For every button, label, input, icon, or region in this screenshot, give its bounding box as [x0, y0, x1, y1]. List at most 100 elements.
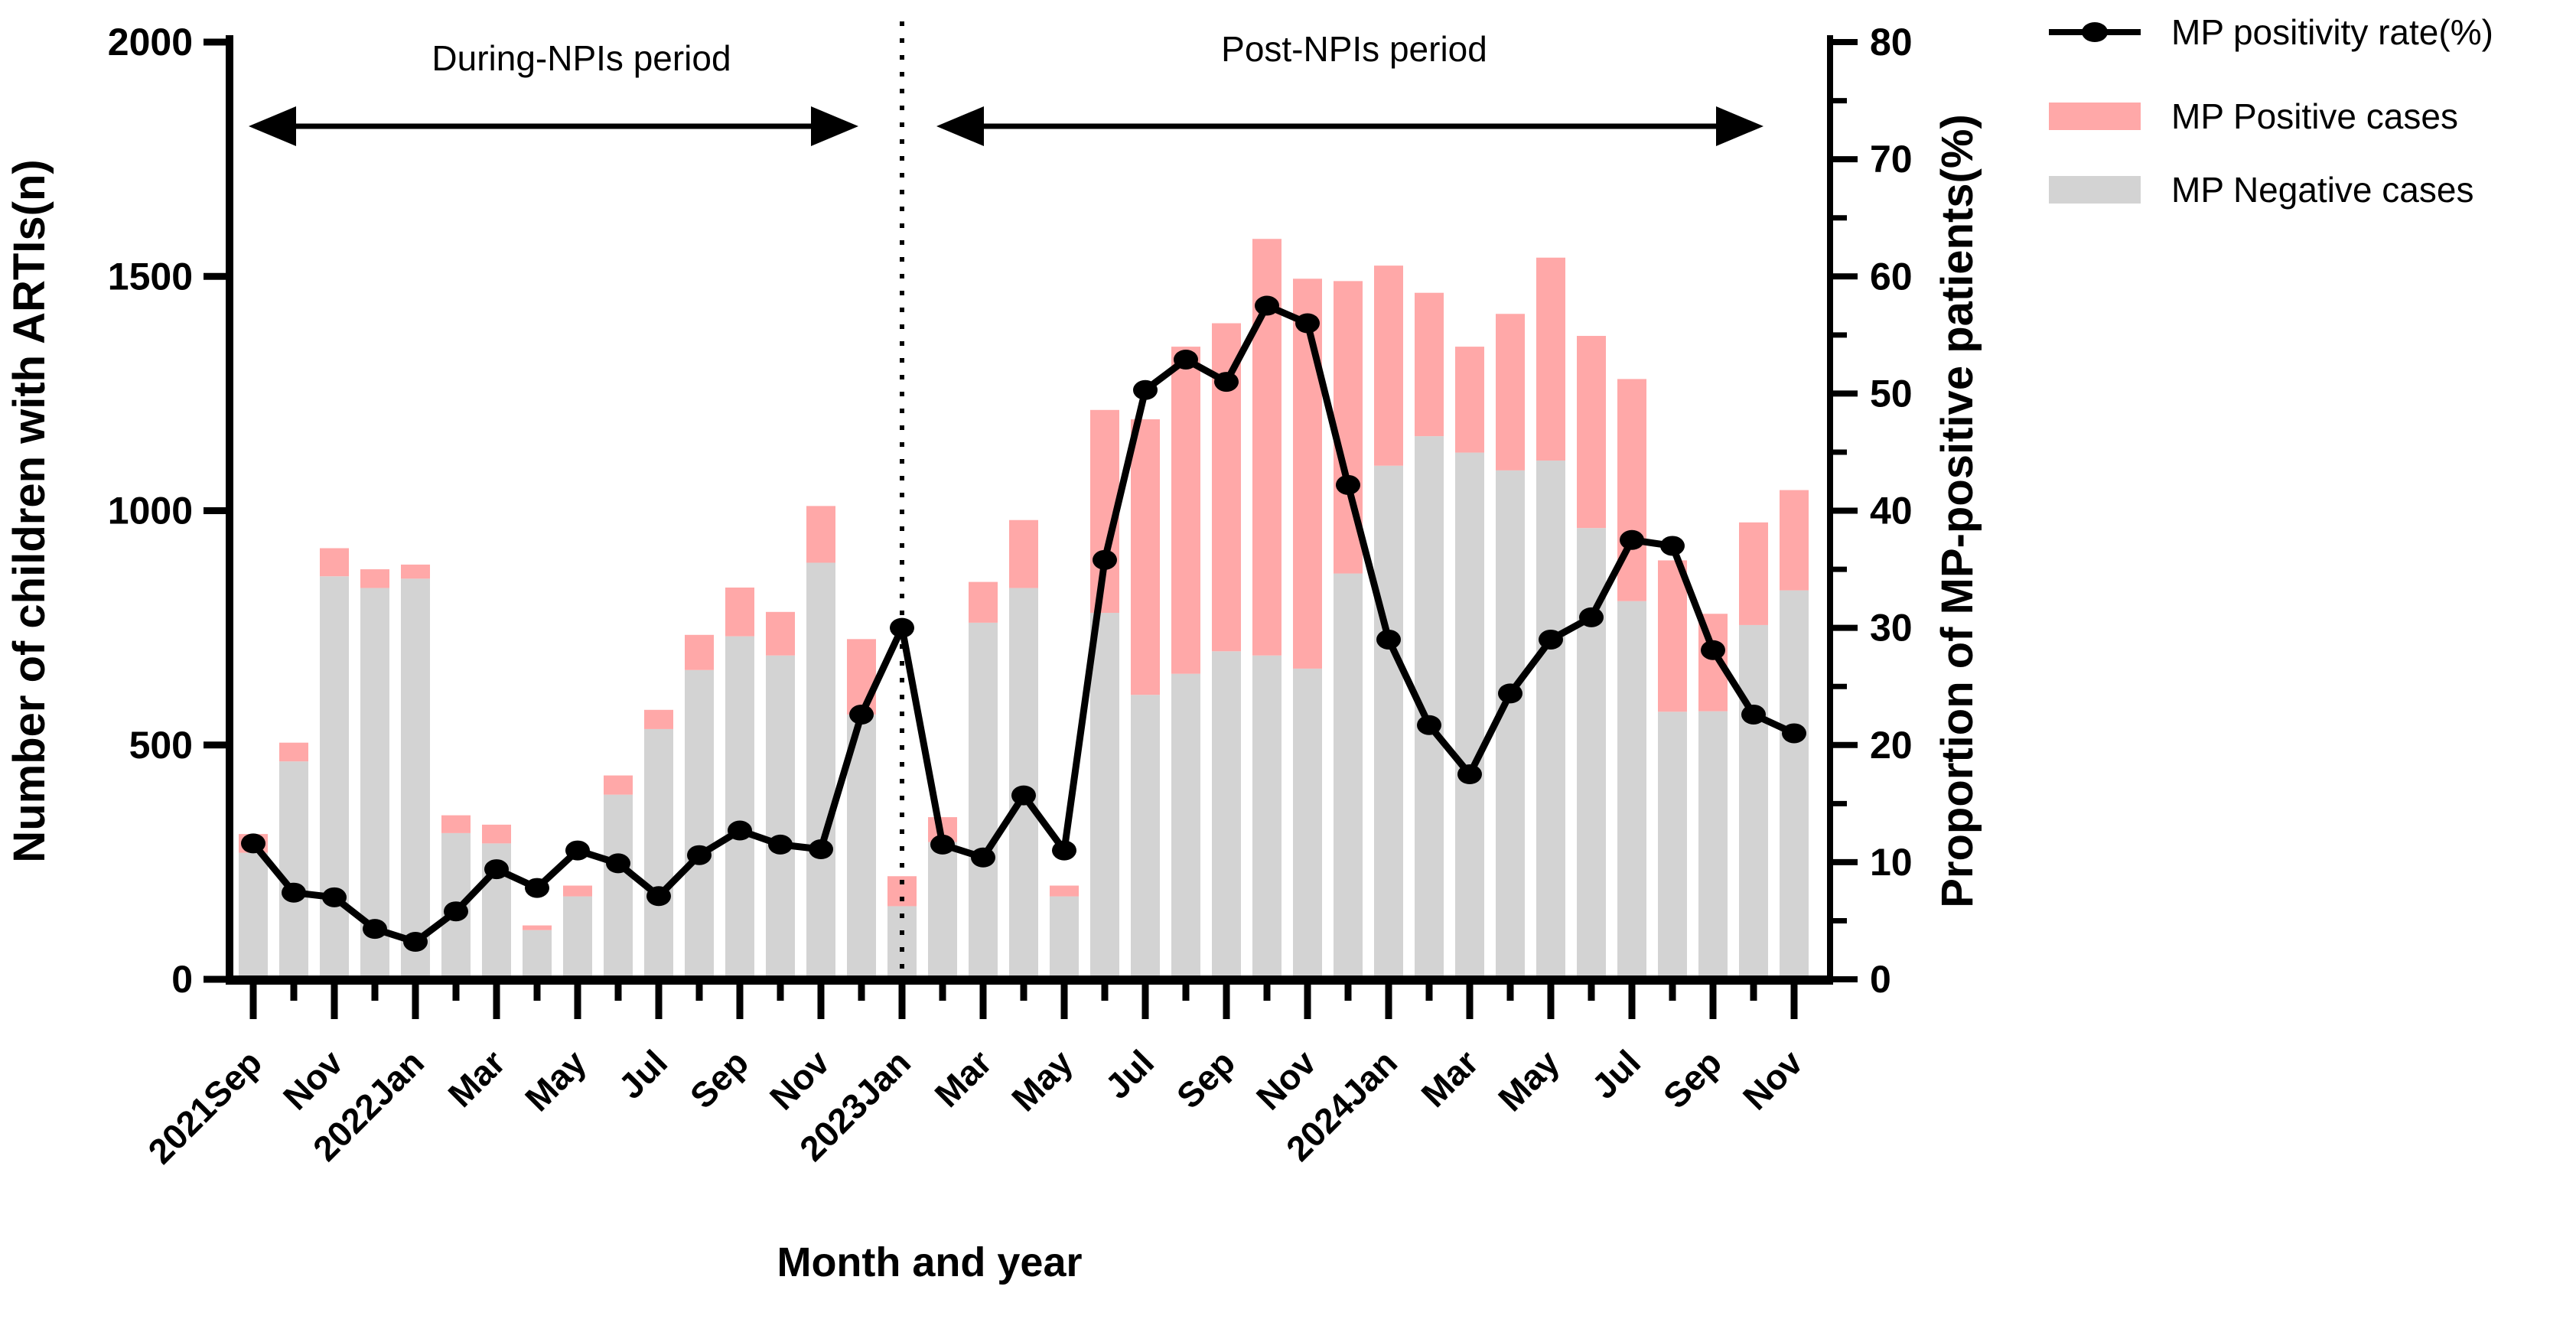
- x-axis-tick-label-2021Sep: 2021Sep: [140, 1042, 269, 1171]
- left-axis-tick-label-1500: 1500: [108, 255, 193, 298]
- rate-marker-2024Apr: [1498, 683, 1522, 704]
- bar-positive-2022Jan: [401, 564, 430, 579]
- post-npis-period-label: Post-NPIs period: [1221, 29, 1487, 69]
- rate-marker-2023Jul: [1133, 379, 1158, 400]
- rate-marker-2022Sep: [728, 820, 752, 841]
- legend-label-1: MP positivity rate(%): [2171, 12, 2493, 52]
- bar-positive-2023May: [1050, 885, 1079, 897]
- rate-marker-2024Feb: [1417, 715, 1441, 735]
- rate-marker-2024Jul: [1620, 529, 1644, 550]
- rate-marker-2023Feb: [930, 834, 955, 855]
- rate-marker-2024Nov: [1782, 723, 1806, 744]
- bar-positive-2023Nov: [1293, 278, 1322, 669]
- during-npis-arrow: [249, 106, 858, 146]
- rate-marker-2022Oct: [768, 834, 793, 855]
- rate-marker-2023Dec: [1336, 474, 1360, 495]
- bar-positive-2024Oct: [1739, 522, 1768, 625]
- bar-negative-2024Apr: [1496, 470, 1525, 978]
- bar-positive-2022Oct: [766, 611, 795, 656]
- bar-positive-2024Nov: [1780, 490, 1809, 591]
- post-npis-arrow: [936, 106, 1763, 146]
- rate-marker-2022May: [565, 840, 590, 861]
- x-axis-tick-label-2022May: May: [517, 1042, 594, 1119]
- x-axis-title: Month and year: [777, 1239, 1082, 1285]
- bar-positive-2021Oct: [279, 742, 308, 762]
- right-axis-tick-label-70: 70: [1870, 138, 1913, 181]
- rate-marker-2022Dec: [849, 704, 874, 725]
- rate-marker-2023Oct: [1255, 295, 1279, 316]
- bar-negative-2023Mar: [969, 622, 998, 978]
- bar-negative-2021Oct: [279, 761, 308, 978]
- rate-marker-2023Apr: [1011, 785, 1036, 806]
- bar-negative-2022Nov: [806, 562, 835, 978]
- bar-positive-2022Mar: [482, 824, 511, 844]
- rate-marker-2024Mar: [1457, 764, 1482, 785]
- right-axis-tick-label-60: 60: [1870, 255, 1913, 298]
- bar-negative-2023Feb: [928, 842, 957, 978]
- post-npis-arrow-right-head: [1716, 106, 1763, 146]
- x-axis-tick-label-2023Jul: Jul: [1097, 1042, 1161, 1106]
- bar-negative-2022Aug: [685, 669, 714, 978]
- bar-negative-2023Dec: [1334, 573, 1363, 978]
- bar-negative-2023Aug: [1171, 673, 1200, 978]
- bar-negative-2022Apr: [523, 930, 552, 978]
- rate-marker-2024Aug: [1660, 536, 1685, 556]
- x-axis-tick-label-2024Nov: Nov: [1735, 1042, 1811, 1118]
- rate-marker-2022Feb: [444, 901, 468, 922]
- bar-positive-2022Nov: [806, 506, 835, 563]
- bar-positive-2023Apr: [1009, 519, 1038, 588]
- right-axis-tick-label-50: 50: [1870, 372, 1913, 415]
- rate-marker-2024Oct: [1741, 704, 1766, 725]
- right-axis-title: Proportion of MP-positive patients(%): [1933, 114, 1982, 908]
- bar-positive-2024Mar: [1455, 347, 1484, 453]
- bar-positive-2023Aug: [1171, 347, 1200, 674]
- x-axis-tick-label-2022Jul: Jul: [611, 1042, 675, 1106]
- rate-marker-2021Nov: [322, 887, 347, 907]
- during-npis-arrow-right-head: [811, 106, 858, 146]
- rate-marker-2022Apr: [525, 878, 549, 898]
- x-axis-tick-label-2024May: May: [1490, 1042, 1567, 1119]
- left-axis-title: Number of children with ARTIs(n): [5, 159, 54, 862]
- bar-negative-2023Oct: [1252, 655, 1281, 978]
- bar-negative-2023Jul: [1131, 695, 1160, 978]
- bars-group: [239, 239, 1809, 978]
- bar-negative-2022Jan: [401, 578, 430, 978]
- post-npis-arrow-left-head: [936, 106, 984, 146]
- right-axis-tick-label-10: 10: [1870, 841, 1913, 884]
- bar-negative-2024Mar: [1455, 452, 1484, 978]
- bar-negative-2024Jan: [1374, 465, 1403, 978]
- bar-negative-2024Nov: [1780, 590, 1809, 978]
- bar-negative-2024Sep: [1698, 711, 1728, 978]
- legend: MP positivity rate(%) MP Positive cases MP…: [2049, 12, 2493, 210]
- bar-negative-2022Oct: [766, 655, 795, 978]
- rate-marker-2023Sep: [1214, 372, 1239, 392]
- bar-negative-2022Jun: [604, 794, 633, 978]
- left-axis-tick-label-1000: 1000: [108, 490, 193, 532]
- rate-marker-2023Mar: [971, 847, 995, 868]
- bar-negative-2023Apr: [1009, 588, 1038, 978]
- x-axis-tick-label-2024Mar: Mar: [1413, 1042, 1486, 1115]
- bar-positive-2022Aug: [685, 634, 714, 670]
- right-axis-tick-label-0: 0: [1870, 958, 1891, 1001]
- rate-marker-2022Aug: [687, 845, 712, 865]
- legend-negative-swatch: [2049, 176, 2141, 204]
- bar-positive-2024Jan: [1374, 265, 1403, 466]
- bar-negative-2023Jun: [1090, 613, 1119, 978]
- bar-positive-2021Dec: [360, 569, 389, 588]
- rate-marker-2024Jun: [1579, 607, 1604, 627]
- bar-negative-2022Sep: [725, 636, 754, 978]
- bar-positive-2022Jul: [644, 709, 673, 729]
- x-axis-tick-label-2022Sep: Sep: [682, 1042, 756, 1115]
- rate-marker-2024Sep: [1701, 640, 1725, 660]
- right-axis-tick-label-20: 20: [1870, 724, 1913, 767]
- bar-positive-2024May: [1536, 257, 1565, 461]
- bar-negative-2024Aug: [1658, 712, 1687, 978]
- bar-positive-2022Dec: [847, 639, 876, 715]
- rate-marker-2021Sep: [241, 833, 265, 854]
- bar-positive-2022May: [563, 885, 592, 897]
- x-axis-tick-label-2023May: May: [1004, 1042, 1080, 1119]
- right-axis-tick-label-30: 30: [1870, 607, 1913, 650]
- rate-marker-2023Nov: [1295, 313, 1320, 334]
- bar-negative-2024Oct: [1739, 624, 1768, 978]
